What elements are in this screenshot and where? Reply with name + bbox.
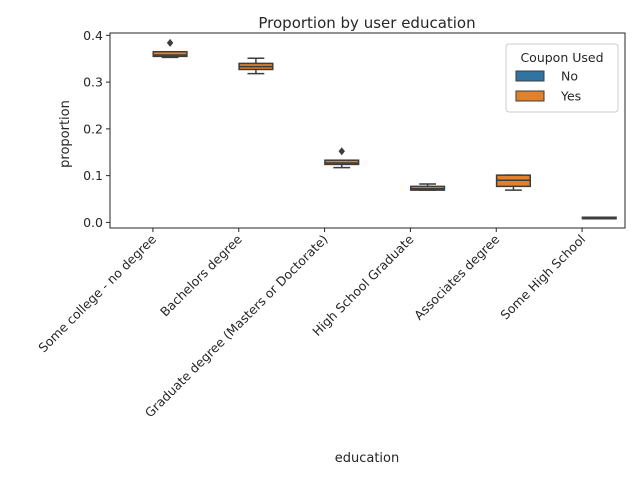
y-tick-label: 0.2 bbox=[83, 121, 103, 136]
y-tick-label: 0.1 bbox=[83, 168, 103, 183]
outlier-point bbox=[166, 38, 174, 47]
legend-label-yes: Yes bbox=[560, 89, 581, 104]
y-axis-label: proportion bbox=[58, 100, 73, 168]
box-yes bbox=[495, 174, 531, 191]
chart-title: Proportion by user education bbox=[258, 14, 475, 32]
box-body bbox=[152, 50, 188, 58]
legend-title: Coupon Used bbox=[520, 50, 603, 65]
legend-swatch-yes bbox=[515, 90, 545, 102]
y-tick-label: 0.0 bbox=[83, 215, 103, 230]
box-yes bbox=[324, 147, 360, 169]
y-tick-label: 0.3 bbox=[83, 75, 103, 90]
box-yes bbox=[581, 216, 617, 220]
legend: Coupon Used No Yes bbox=[505, 43, 619, 113]
box-yes bbox=[152, 38, 188, 59]
legend-swatch-no bbox=[515, 70, 545, 82]
x-axis-label: education bbox=[335, 451, 400, 466]
plot-frame bbox=[109, 32, 626, 229]
legend-label-no: No bbox=[561, 69, 578, 84]
outlier-point bbox=[338, 147, 345, 156]
box-yes bbox=[410, 183, 446, 191]
box-yes bbox=[238, 57, 274, 75]
y-tick-label: 0.4 bbox=[83, 28, 103, 43]
